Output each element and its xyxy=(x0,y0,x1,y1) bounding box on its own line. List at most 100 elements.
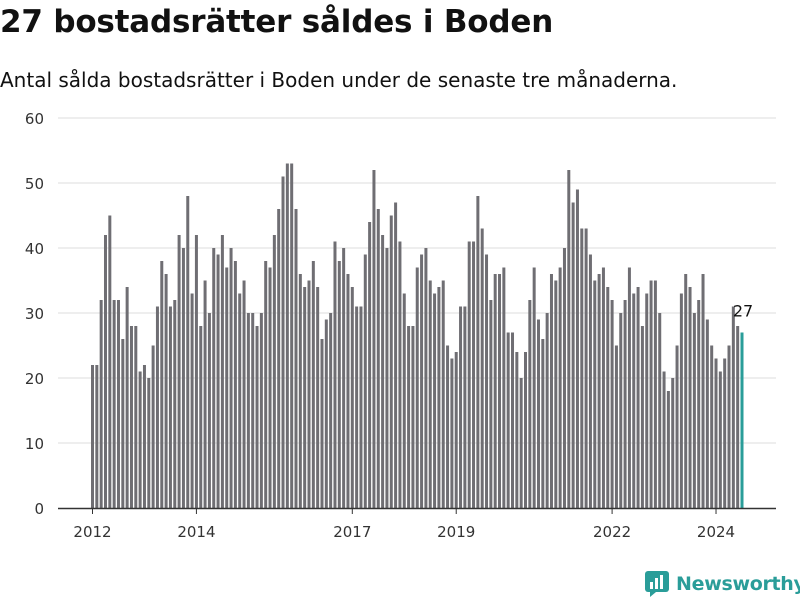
bar xyxy=(575,189,579,508)
bar xyxy=(99,300,103,508)
bar xyxy=(580,228,584,508)
bar xyxy=(316,287,320,508)
bar xyxy=(459,306,463,508)
bar xyxy=(679,293,683,508)
x-tick-label: 2012 xyxy=(73,523,111,541)
bar xyxy=(571,202,575,508)
bar xyxy=(619,313,623,508)
bar xyxy=(511,332,515,508)
bar xyxy=(242,280,246,508)
bar xyxy=(688,287,692,508)
bars xyxy=(91,163,744,508)
bar xyxy=(632,293,636,508)
bar xyxy=(147,378,151,508)
x-tick-label: 2024 xyxy=(697,523,735,541)
bar xyxy=(129,326,133,508)
bar xyxy=(116,300,120,508)
bar xyxy=(467,241,471,508)
bar xyxy=(450,358,454,508)
newsworthy-logo[interactable]: Newsworthy xyxy=(644,570,800,598)
bar xyxy=(394,202,398,508)
bar xyxy=(398,241,402,508)
y-tick-label: 30 xyxy=(25,305,44,323)
bar xyxy=(610,300,614,508)
bar xyxy=(216,254,220,508)
bar xyxy=(164,274,168,508)
bar xyxy=(519,378,523,508)
bar xyxy=(138,371,142,508)
bar xyxy=(177,235,181,508)
bar xyxy=(108,215,112,508)
y-tick-label: 0 xyxy=(34,500,44,518)
bar xyxy=(649,280,653,508)
bar xyxy=(662,371,666,508)
bar xyxy=(103,235,107,508)
bar xyxy=(597,274,601,508)
bar xyxy=(684,274,688,508)
bar xyxy=(718,371,722,508)
bar xyxy=(402,293,406,508)
bar xyxy=(389,215,393,508)
bar xyxy=(281,176,285,508)
bar xyxy=(168,306,172,508)
bar xyxy=(212,248,216,508)
bar xyxy=(151,345,155,508)
newsworthy-logo-icon xyxy=(645,571,669,597)
y-tick-label: 40 xyxy=(25,240,44,258)
bar xyxy=(372,170,376,508)
bar-chart: 0 10 20 30 40 50 60 2012 2014 2017 2019 2022 2024 2… xyxy=(25,110,776,541)
bar xyxy=(368,222,372,508)
bar xyxy=(381,235,385,508)
bar xyxy=(246,313,250,508)
bar xyxy=(485,254,489,508)
bar xyxy=(285,163,289,508)
bar xyxy=(411,326,415,508)
bar xyxy=(710,345,714,508)
bar xyxy=(311,261,315,508)
bar xyxy=(424,248,428,508)
bar xyxy=(472,241,476,508)
bar xyxy=(476,196,480,508)
bar xyxy=(259,313,263,508)
bar xyxy=(329,313,333,508)
bar xyxy=(298,274,302,508)
bar xyxy=(186,196,190,508)
bar xyxy=(614,345,618,508)
bar xyxy=(238,293,242,508)
bar xyxy=(545,313,549,508)
bar xyxy=(433,293,437,508)
bar xyxy=(303,287,307,508)
bar xyxy=(541,339,545,508)
bar xyxy=(558,267,562,508)
bar xyxy=(506,332,510,508)
bar xyxy=(627,267,631,508)
bar xyxy=(229,248,233,508)
bar xyxy=(658,313,662,508)
bar xyxy=(636,287,640,508)
bar xyxy=(601,267,605,508)
bar xyxy=(554,280,558,508)
bar xyxy=(675,345,679,508)
chart-title: 27 bostadsrätter såldes i Boden xyxy=(0,4,554,40)
x-axis-ticks: 2012 2014 2017 2019 2022 2024 xyxy=(73,508,735,541)
bar xyxy=(203,280,207,508)
bar xyxy=(376,209,380,508)
x-tick-label: 2017 xyxy=(333,523,371,541)
bar xyxy=(640,326,644,508)
bar xyxy=(207,313,211,508)
bar xyxy=(407,326,411,508)
bar xyxy=(181,248,185,508)
bar xyxy=(337,261,341,508)
bar xyxy=(194,235,198,508)
bar xyxy=(251,313,255,508)
bar xyxy=(350,287,354,508)
bar xyxy=(454,352,458,508)
bar xyxy=(524,352,527,508)
bar xyxy=(142,365,146,508)
x-tick-label: 2019 xyxy=(437,523,475,541)
bar xyxy=(463,306,467,508)
bar xyxy=(645,293,649,508)
bar xyxy=(493,274,497,508)
x-tick-label: 2014 xyxy=(177,523,215,541)
bar xyxy=(272,235,276,508)
